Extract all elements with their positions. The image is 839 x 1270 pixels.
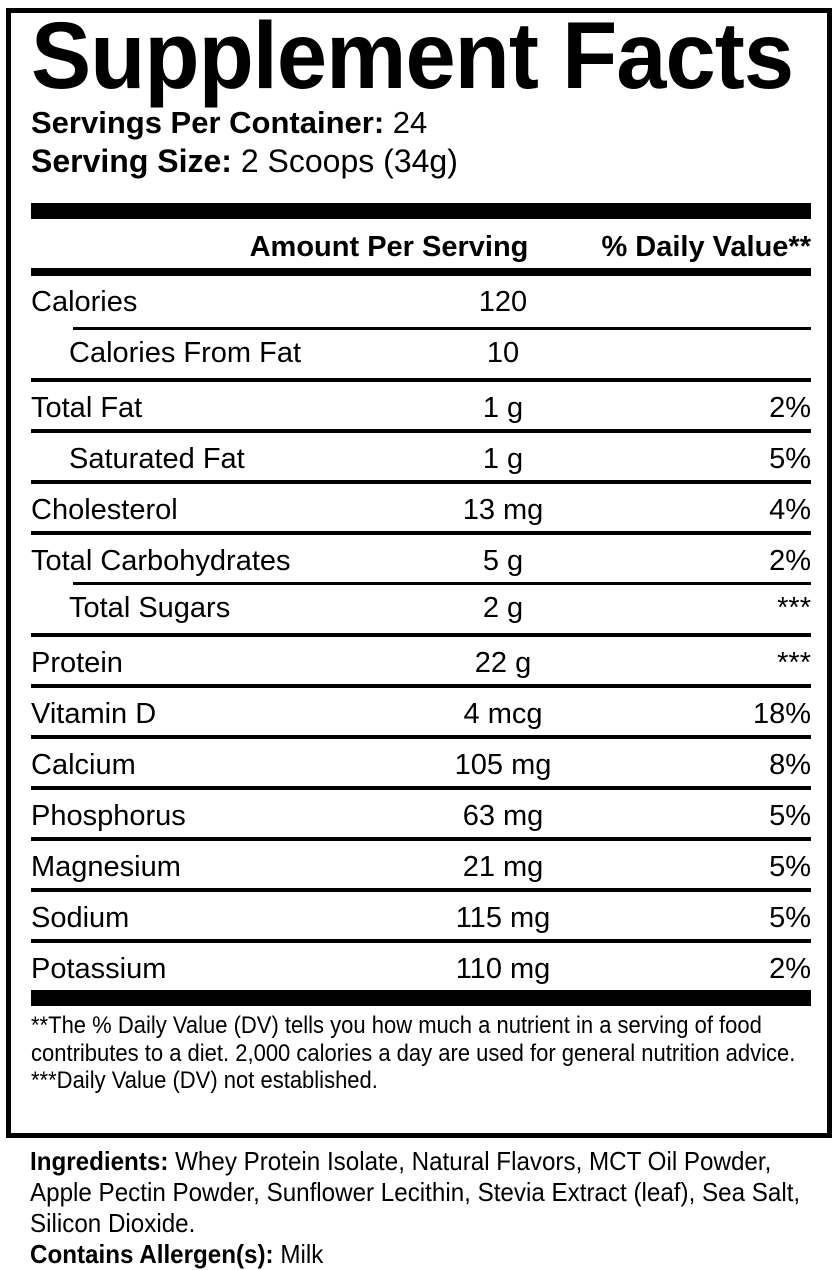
serving-size: Serving Size: 2 Scoops (34g) — [31, 141, 811, 181]
nutrient-table: Calories 120 Calories From Fat 10 Total … — [31, 276, 811, 990]
nutrient-amount: 2 g — [482, 592, 524, 624]
nutrient-name: Total Sugars — [69, 592, 231, 624]
nutrient-daily-value: *** — [777, 592, 811, 624]
nutrient-daily-value: 4% — [769, 494, 811, 526]
divider-bar-bottom — [31, 990, 811, 1006]
allergen-value: Milk — [273, 1239, 324, 1269]
amount-per-serving-header: Amount Per Serving — [249, 231, 529, 263]
nutrient-daily-value: 2% — [769, 953, 811, 985]
allergen-label: Contains Allergen(s): — [30, 1239, 274, 1269]
table-row: Protein 22 g *** — [31, 633, 811, 684]
nutrient-daily-value: 5% — [769, 902, 811, 934]
dv-not-established-footnote: ***Daily Value (DV) not established. — [31, 1067, 378, 1094]
daily-value-footnote: **The % Daily Value (DV) tells you how m… — [31, 1012, 796, 1067]
nutrient-amount: 4 mcg — [463, 698, 543, 730]
nutrient-amount: 105 mg — [454, 749, 552, 781]
divider-bar-header — [31, 268, 811, 276]
nutrient-amount: 22 g — [474, 647, 532, 679]
table-row: Potassium 110 mg 2% — [31, 939, 811, 990]
nutrient-amount: 63 mg — [462, 800, 544, 832]
table-header: Amount Per Serving % Daily Value** — [31, 219, 811, 268]
table-row: Cholesterol 13 mg 4% — [31, 480, 811, 531]
table-row: Calories From Fat 10 — [31, 327, 811, 378]
nutrient-daily-value: *** — [777, 647, 811, 679]
nutrient-amount: 13 mg — [462, 494, 544, 526]
ingredients-label: Ingredients: — [30, 1146, 169, 1176]
divider-bar-top — [31, 203, 811, 219]
allergen-text: Contains Allergen(s): Milk — [30, 1239, 822, 1270]
nutrient-amount: 120 — [478, 286, 528, 318]
nutrient-amount: 1 g — [482, 392, 524, 424]
nutrient-amount: 10 — [486, 337, 520, 369]
table-row: Total Carbohydrates 5 g 2% — [31, 531, 811, 582]
footnotes: **The % Daily Value (DV) tells you how m… — [31, 1012, 805, 1095]
nutrient-daily-value: 18% — [752, 698, 811, 730]
nutrient-daily-value: 2% — [769, 545, 811, 577]
servings-per-container-label: Servings Per Container: — [31, 105, 385, 140]
servings-per-container-value: 24 — [392, 105, 428, 140]
table-row: Calcium 105 mg 8% — [31, 735, 811, 786]
nutrient-name: Protein — [31, 647, 123, 679]
ingredients-section: Ingredients: Whey Protein Isolate, Natur… — [30, 1146, 822, 1270]
nutrient-name: Phosphorus — [31, 800, 186, 832]
daily-value-header: % Daily Value** — [601, 231, 811, 263]
ingredients-value: Whey Protein Isolate, Natural Flavors, M… — [30, 1146, 801, 1238]
nutrient-name: Total Carbohydrates — [31, 545, 291, 577]
table-row: Sodium 115 mg 5% — [31, 888, 811, 939]
nutrient-amount: 21 mg — [462, 851, 544, 883]
nutrient-amount: 110 mg — [455, 953, 551, 985]
ingredients-text: Ingredients: Whey Protein Isolate, Natur… — [30, 1146, 822, 1239]
nutrient-name: Saturated Fat — [69, 443, 245, 475]
nutrient-daily-value: 5% — [769, 443, 811, 475]
table-row: Saturated Fat 1 g 5% — [31, 429, 811, 480]
nutrient-daily-value: 8% — [769, 749, 811, 781]
nutrient-name: Vitamin D — [31, 698, 157, 730]
servings-per-container: Servings Per Container: 24 — [31, 104, 811, 141]
nutrient-name: Total Fat — [31, 392, 143, 424]
nutrient-daily-value: 5% — [769, 851, 811, 883]
serving-size-label: Serving Size: — [31, 143, 232, 179]
supplement-facts-panel: Supplement Facts Servings Per Container:… — [6, 8, 832, 1138]
nutrient-name: Magnesium — [31, 851, 181, 883]
table-row: Total Sugars 2 g *** — [31, 582, 811, 633]
nutrient-name: Calories From Fat — [69, 337, 302, 369]
table-row: Vitamin D 4 mcg 18% — [31, 684, 811, 735]
nutrient-name: Sodium — [31, 902, 130, 934]
table-row: Phosphorus 63 mg 5% — [31, 786, 811, 837]
table-row: Magnesium 21 mg 5% — [31, 837, 811, 888]
nutrient-name: Cholesterol — [31, 494, 178, 526]
nutrient-amount: 1 g — [482, 443, 524, 475]
nutrient-daily-value: 2% — [769, 392, 811, 424]
nutrient-name: Calories — [31, 286, 138, 318]
table-row: Calories 120 — [31, 276, 811, 327]
nutrient-name: Calcium — [31, 749, 136, 781]
nutrient-amount: 115 mg — [455, 902, 551, 934]
serving-size-value: 2 Scoops (34g) — [240, 143, 458, 179]
nutrient-amount: 5 g — [482, 545, 524, 577]
supplement-facts-title: Supplement Facts — [31, 3, 794, 109]
nutrient-name: Potassium — [31, 953, 167, 985]
nutrient-daily-value: 5% — [769, 800, 811, 832]
table-row: Total Fat 1 g 2% — [31, 378, 811, 429]
